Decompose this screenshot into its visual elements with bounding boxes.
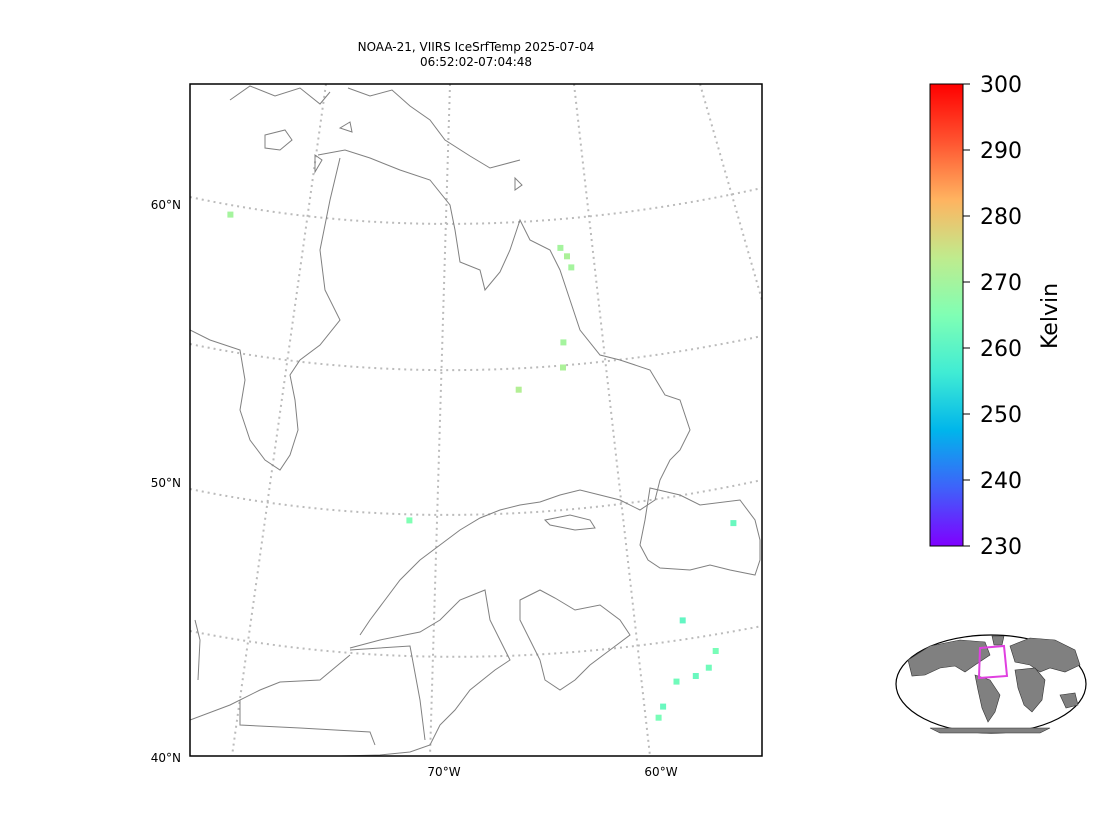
coast-nova-scotia (519, 589, 631, 691)
temp-pixel (679, 617, 686, 624)
lat-label-50n: 50°N (151, 476, 181, 490)
temp-pixel (158, 153, 164, 159)
temp-pixel (515, 386, 522, 393)
coastlines (190, 85, 761, 756)
temp-pixel (730, 520, 737, 527)
temp-pixel (655, 714, 662, 721)
meridian-70w (429, 84, 451, 756)
temp-pixel (557, 244, 564, 251)
coast-gulf-st-lawrence (543, 487, 761, 576)
coast-hudson-bay (190, 157, 341, 471)
coast-islands (264, 121, 523, 191)
ice-surface-temp-pixels (158, 153, 737, 721)
map-frame (189, 83, 763, 757)
title-line-1: NOAA-21, VIIRS IceSrfTemp 2025-07-04 (357, 40, 595, 54)
temp-pixel (560, 339, 567, 346)
temp-pixel (660, 703, 667, 710)
map-title: NOAA-21, VIIRS IceSrfTemp 2025-07-04 06:… (290, 40, 662, 70)
temp-pixel (705, 664, 712, 671)
temp-pixel (568, 264, 575, 271)
meridian-80w (231, 84, 327, 756)
lon-label-70w: 70°W (427, 765, 460, 779)
temp-pixel (560, 364, 566, 371)
title-line-2: 06:52:02-07:04:48 (419, 55, 533, 69)
coast-labrador-quebec (317, 149, 691, 636)
graticule (190, 84, 762, 756)
lat-label-40n: 40°N (151, 751, 181, 765)
lat-label-60n: 60°N (151, 198, 181, 212)
border-us-canada (239, 645, 426, 746)
temp-pixel (673, 678, 680, 685)
temp-pixel (692, 673, 699, 679)
map-canvas[interactable] (158, 84, 762, 756)
coast-new-england (339, 589, 511, 756)
coast-great-lakes (190, 619, 351, 721)
temp-pixel (406, 517, 413, 524)
lon-label-60w: 60°W (644, 765, 677, 779)
meridian-55w (699, 84, 762, 301)
temp-pixel (564, 253, 570, 260)
coast-baffin (229, 85, 521, 169)
temp-pixel (712, 648, 719, 654)
temp-pixel (227, 211, 234, 218)
